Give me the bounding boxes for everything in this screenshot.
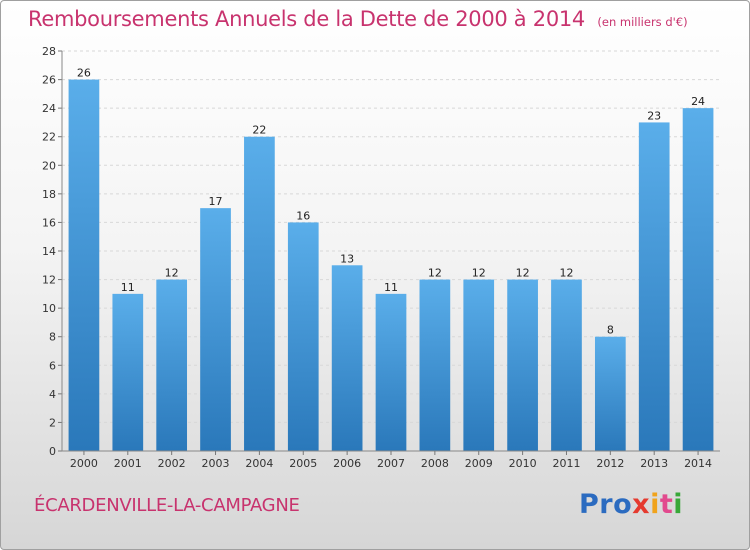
y-tick-label: 10 [42,302,56,315]
x-tick-label: 2008 [421,457,449,470]
bar [638,122,670,451]
data-label: 12 [559,267,573,280]
x-tick-label: 2012 [596,457,624,470]
x-tick-label: 2009 [465,457,493,470]
data-label: 23 [647,109,661,122]
data-label: 12 [472,267,486,280]
data-label: 8 [607,324,614,337]
x-tick-label: 2013 [640,457,668,470]
y-tick-label: 22 [42,131,56,144]
data-label: 12 [428,267,442,280]
bar [463,279,495,451]
y-tick-label: 2 [49,416,56,429]
data-label: 11 [384,281,398,294]
y-tick-label: 20 [42,159,56,172]
bar [551,279,582,451]
data-label: 12 [516,267,530,280]
y-tick-label: 8 [49,331,56,344]
y-tick-label: 6 [49,359,56,372]
bar [287,222,319,451]
data-label: 22 [252,124,266,137]
y-tick-label: 26 [42,74,56,87]
logo-part: Pro [579,489,633,520]
commune-name: ÉCARDENVILLE-LA-CAMPAGNE [34,495,300,516]
bar [507,279,538,451]
bar-layer [68,79,714,452]
chart-subtitle: (en milliers d'€) [597,15,688,29]
x-tick-label: 2014 [684,457,712,470]
bar [682,108,714,452]
chart-title: Remboursements Annuels de la Dette de 20… [28,7,688,31]
label-layer: 26 11 12 17 22 16 13 11 12 12 12 12 8 23 24 [77,67,705,337]
logo-part: i [650,489,660,520]
x-tick-label: 2011 [552,457,580,470]
x-tick-label: 2002 [158,457,186,470]
data-label: 11 [121,281,135,294]
bar [419,279,451,451]
x-tick-label: 2004 [245,457,273,470]
bar [68,79,100,452]
y-tick-label: 4 [49,388,56,401]
bar [112,293,144,451]
x-tick-label: 2001 [114,457,142,470]
proxiti-logo: Proxiti [579,489,683,520]
data-label: 17 [209,195,223,208]
bar [200,208,231,451]
logo-part: t [659,489,674,520]
y-tick-label: 0 [49,445,56,458]
x-tick-label: 2005 [289,457,317,470]
bar [331,265,363,451]
bar [156,279,188,451]
x-tick-label: 2006 [333,457,361,470]
data-label: 26 [77,67,91,80]
y-tick-label: 28 [42,45,56,58]
data-label: 12 [165,267,179,280]
bar [594,336,626,451]
chart-title-text: Remboursements Annuels de la Dette de 20… [28,7,585,31]
y-tick-label: 14 [42,245,56,258]
bar [375,293,407,451]
y-tick-label: 24 [42,102,56,115]
x-tick-label: 2000 [70,457,98,470]
logo-part: x [632,489,651,520]
x-tick-label: 2003 [202,457,230,470]
data-label: 24 [691,95,705,108]
x-tick-label: 2007 [377,457,405,470]
y-tick-label: 12 [42,274,56,287]
y-tick-label: 18 [42,188,56,201]
data-label: 16 [296,209,310,222]
logo-part: i [673,489,684,520]
data-label: 13 [340,252,354,265]
y-tick-label: 16 [42,216,56,229]
x-tick-label: 2010 [509,457,537,470]
bar [244,136,275,451]
